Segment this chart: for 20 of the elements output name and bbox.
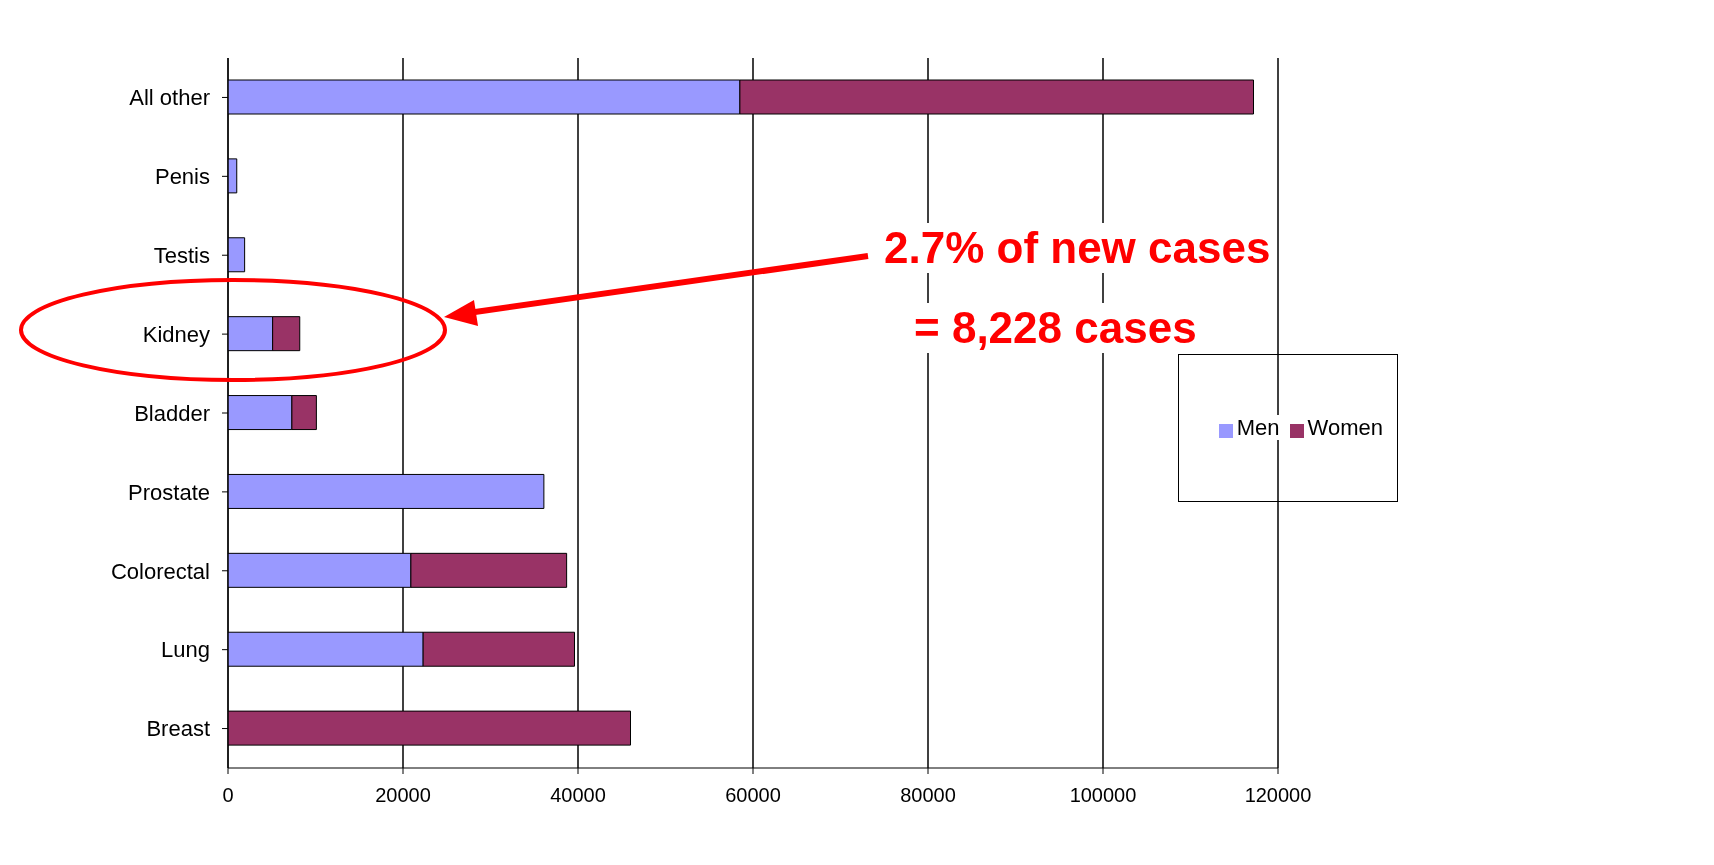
x-tick-label: 80000 <box>900 784 956 807</box>
y-tick-label: Penis <box>154 164 210 190</box>
x-tick-label: 0 <box>222 784 234 807</box>
x-tick-label: 40000 <box>550 784 606 807</box>
x-tick-label: 20000 <box>375 784 431 807</box>
annotation: = 8,228 cases <box>908 303 1203 353</box>
x-tick-label: 120000 <box>1244 784 1312 807</box>
y-tick-label: Lung <box>161 637 210 663</box>
x-tick-label: 60000 <box>725 784 781 807</box>
legend-label: Men <box>1236 415 1280 440</box>
legend-label: Women <box>1307 415 1383 440</box>
y-tick-label: Testis <box>153 243 210 269</box>
y-tick-label: Prostate <box>128 479 210 505</box>
x-tick-label: 100000 <box>1069 784 1137 807</box>
y-tick-label: Kidney <box>142 321 210 347</box>
annotation: 2.7% of new cases <box>878 223 1277 273</box>
y-tick-label: Breast <box>146 716 210 742</box>
y-tick-label: All other <box>129 85 210 111</box>
y-tick-label: Colorectal <box>110 558 210 584</box>
y-tick-label: Bladder <box>134 400 210 426</box>
